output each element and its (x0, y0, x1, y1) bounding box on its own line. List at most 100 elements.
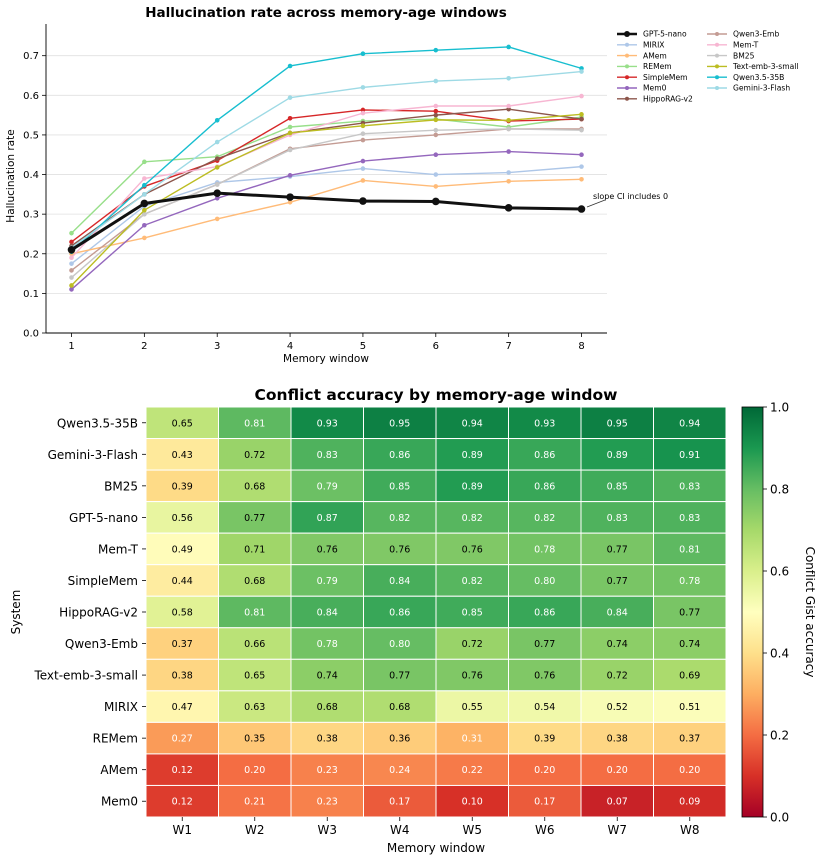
heatmap-cell-value: 0.78 (534, 544, 555, 555)
heatmap-cell: 0.31 (435, 721, 509, 755)
y-tick-label: 0.6 (23, 91, 39, 102)
heatmap-cell: 0.20 (508, 753, 582, 786)
row-label: REMem (93, 732, 138, 746)
heatmap-cell: 0.65 (218, 658, 292, 692)
data-point (214, 139, 220, 145)
data-point (360, 158, 366, 164)
heatmap-cell-fill (218, 532, 292, 566)
colorbar-gradient (741, 406, 764, 818)
heatmap-cell-fill (363, 406, 437, 440)
line-chart-grid (46, 55, 607, 294)
heatmap-cell-value: 0.35 (244, 734, 265, 745)
data-point (433, 152, 439, 158)
heatmap-cell: 0.76 (363, 532, 437, 566)
heatmap-cell-fill (218, 501, 292, 534)
heatmap-cell-value: 0.77 (244, 513, 265, 524)
heatmap-cell: 0.84 (363, 564, 437, 597)
data-point (506, 149, 511, 154)
heatmap-cell: 0.86 (363, 595, 437, 629)
heatmap-cell: 0.17 (363, 784, 437, 818)
legend-item: GPT-5-nano (617, 30, 687, 39)
legend-item: Text-emb-3-small (707, 62, 799, 71)
heatmap-cell-value: 0.24 (389, 765, 410, 776)
heatmap-cell-fill (290, 753, 364, 786)
heatmap-cell: 0.81 (218, 406, 292, 440)
legend-item: SimpleMem (617, 73, 688, 82)
heatmap-cell: 0.76 (435, 532, 509, 566)
heatmap-cell: 0.83 (290, 438, 364, 471)
data-point (359, 197, 367, 205)
heatmap-cell: 0.10 (435, 784, 509, 818)
heatmap-cell-value: 0.74 (317, 671, 338, 682)
heatmap-cell-value: 0.93 (317, 418, 338, 429)
heatmap-cell-fill (435, 627, 509, 660)
row-label: GPT-5-nano (69, 511, 138, 525)
legend-swatch-marker (715, 32, 719, 36)
heatmap-cell: 0.91 (653, 438, 727, 471)
heatmap-cell-value: 0.12 (172, 797, 193, 808)
heatmap-cell-value: 0.81 (244, 418, 265, 429)
data-point (69, 268, 74, 273)
series-line (71, 108, 582, 247)
heatmap-cell: 0.84 (290, 595, 364, 629)
heatmap-cell-fill (580, 438, 654, 471)
legend-item: Gemini-3-Flash (707, 84, 790, 93)
line-chart-x-axis-label: Memory window (283, 353, 369, 365)
column-label: W5 (463, 823, 483, 837)
heatmap-cell-value: 0.74 (679, 639, 700, 650)
data-point (69, 239, 74, 245)
y-tick-label: 0.0 (23, 329, 39, 340)
heatmap-cell-value: 0.39 (172, 481, 193, 492)
series-line (71, 109, 582, 243)
colorbar-tick-label: 0.0 (770, 811, 789, 825)
heatmap-cell-value: 0.23 (317, 765, 338, 776)
data-point (433, 47, 439, 53)
heatmap-cell-value: 0.94 (462, 418, 483, 429)
heatmap-cell-value: 0.79 (317, 481, 338, 492)
colorbar-label: Conflict Gist accuracy (803, 547, 815, 678)
heatmap-cell-fill (290, 564, 364, 597)
x-tick-label: 7 (505, 341, 511, 352)
data-point (506, 44, 511, 50)
legend-swatch-marker (715, 86, 719, 90)
series-mem0 (69, 149, 584, 292)
heatmap-cell: 0.94 (435, 406, 509, 440)
heatmap-cell: 0.17 (508, 784, 582, 818)
heatmap-cell-value: 0.55 (462, 702, 483, 713)
heatmap-cell-fill (653, 532, 727, 566)
data-point (506, 75, 511, 81)
heatmap-cell-value: 0.77 (607, 576, 628, 587)
heatmap-cell: 0.72 (435, 627, 509, 660)
heatmap-cell: 0.72 (218, 438, 292, 471)
data-point (360, 123, 366, 129)
heatmap-cell-fill (290, 721, 364, 755)
heatmap-cell-value: 0.84 (607, 608, 628, 619)
heatmap-cell-fill (435, 532, 509, 566)
heatmap-cell: 0.78 (290, 627, 364, 660)
y-tick-label: 0.7 (23, 51, 39, 62)
heatmap-cell: 0.54 (508, 690, 582, 723)
data-point (140, 199, 149, 208)
heatmap-cell-value: 0.83 (679, 513, 700, 524)
heatmap-cell-fill (363, 627, 437, 660)
heatmap-cell: 0.95 (363, 406, 437, 440)
heatmap-cell-value: 0.63 (244, 702, 265, 713)
heatmap-cell: 0.82 (363, 501, 437, 534)
heatmap-cell: 0.83 (653, 469, 727, 503)
colorbar-tick-label: 1.0 (770, 401, 789, 415)
heatmap-cell-value: 0.83 (317, 450, 338, 461)
heatmap-cell: 0.63 (218, 690, 292, 723)
colorbar-tick-label: 0.6 (770, 565, 789, 579)
heatmap-cell-value: 0.89 (462, 450, 483, 461)
heatmap-cell: 0.38 (145, 658, 219, 692)
heatmap-cell: 0.52 (580, 690, 654, 723)
heatmap-cell-value: 0.76 (534, 671, 555, 682)
data-point (287, 173, 293, 178)
legend-label: MIRIX (643, 41, 665, 50)
data-point (579, 164, 584, 169)
heatmap-cell-value: 0.54 (534, 702, 555, 713)
heatmap-cell-value: 0.65 (244, 671, 265, 682)
heatmap-cell: 0.47 (145, 690, 219, 723)
data-point (433, 184, 439, 189)
